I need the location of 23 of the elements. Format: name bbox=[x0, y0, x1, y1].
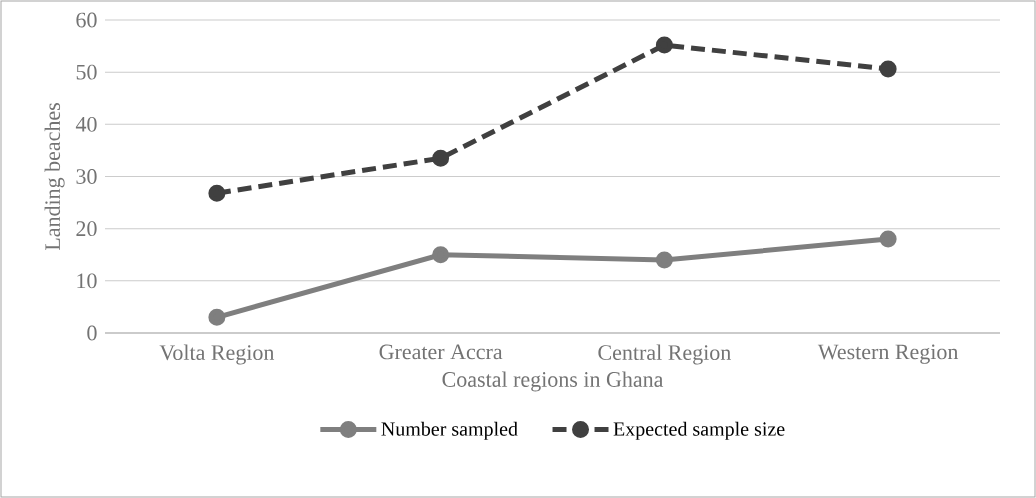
point bbox=[208, 184, 226, 202]
x-tick-label: Volta Region bbox=[159, 344, 275, 365]
x-tick-label: Central Region bbox=[598, 344, 731, 365]
x-tick-label: Greater Accra bbox=[379, 344, 503, 360]
x-tick-label: Western Region bbox=[817, 344, 959, 364]
point bbox=[432, 149, 450, 167]
point bbox=[655, 251, 673, 269]
point bbox=[879, 230, 897, 248]
y-tick-label: 10 bbox=[77, 273, 97, 289]
point bbox=[208, 308, 226, 326]
y-tick-label: 20 bbox=[76, 221, 97, 237]
legend-label: Number sampled bbox=[381, 421, 518, 440]
legend-label: Expected sample size bbox=[613, 421, 785, 440]
y-tick-label: 60 bbox=[76, 12, 97, 28]
y-tick-label: 40 bbox=[75, 116, 97, 132]
y-axis-title: Landing beaches bbox=[44, 103, 65, 251]
y-tick-label: 50 bbox=[76, 64, 97, 80]
x-axis-title: Coastal regions in Ghana bbox=[442, 371, 664, 392]
y-tick-label: 30 bbox=[76, 169, 97, 184]
point bbox=[655, 36, 673, 54]
point bbox=[432, 246, 450, 264]
point bbox=[879, 60, 897, 78]
y-tick-label: 0 bbox=[87, 325, 97, 341]
